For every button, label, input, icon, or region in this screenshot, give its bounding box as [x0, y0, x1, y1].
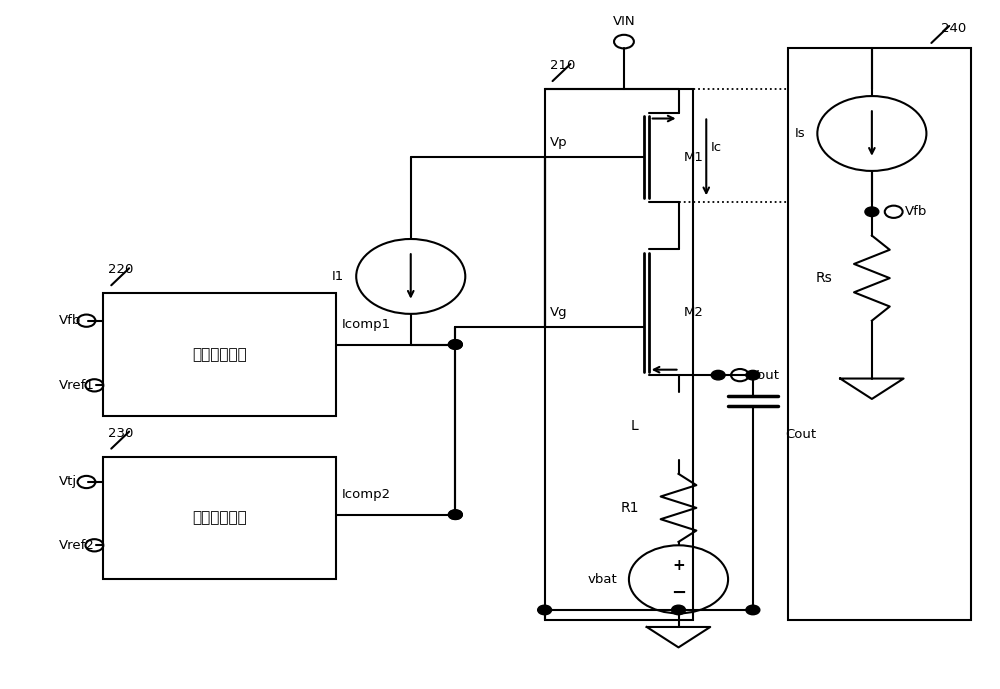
Text: +: +	[672, 558, 685, 573]
Circle shape	[448, 510, 462, 520]
Circle shape	[865, 207, 879, 216]
Circle shape	[711, 371, 725, 380]
Circle shape	[448, 340, 462, 349]
Circle shape	[672, 605, 685, 615]
Text: Vfb: Vfb	[59, 314, 81, 327]
Circle shape	[538, 605, 552, 615]
Text: Vtj: Vtj	[59, 475, 77, 489]
Circle shape	[448, 340, 462, 349]
Text: 230: 230	[108, 426, 134, 440]
Bar	[788, 48, 971, 620]
Text: Vref2: Vref2	[59, 539, 95, 552]
Text: Vref1: Vref1	[59, 379, 95, 392]
Bar	[103, 457, 336, 579]
Text: 恒流控制电路: 恒流控制电路	[192, 347, 247, 362]
Circle shape	[746, 371, 760, 380]
Text: 240: 240	[941, 22, 966, 35]
Text: −: −	[671, 584, 686, 602]
Text: Vfb: Vfb	[905, 205, 927, 218]
Text: 210: 210	[550, 59, 575, 72]
Text: Ic: Ic	[711, 141, 722, 154]
Text: Vg: Vg	[550, 307, 567, 319]
Circle shape	[746, 605, 760, 615]
Bar	[545, 90, 693, 620]
Text: R1: R1	[620, 501, 639, 515]
Text: Icomp1: Icomp1	[341, 318, 390, 331]
Text: Is: Is	[795, 127, 805, 140]
Text: Rs: Rs	[815, 271, 832, 285]
Text: M2: M2	[683, 306, 703, 319]
Text: 温度调节电路: 温度调节电路	[192, 511, 247, 526]
Text: VIN: VIN	[613, 15, 635, 28]
Text: M1: M1	[683, 151, 703, 164]
Text: I1: I1	[332, 270, 344, 283]
Text: vbat: vbat	[587, 573, 617, 586]
Text: 220: 220	[108, 263, 134, 276]
Text: Cout: Cout	[786, 428, 817, 441]
Text: Icomp2: Icomp2	[341, 488, 390, 501]
Bar	[103, 294, 336, 416]
Text: L: L	[631, 419, 639, 433]
Text: Vp: Vp	[550, 136, 567, 149]
Text: Vout: Vout	[750, 369, 780, 382]
Circle shape	[448, 510, 462, 520]
